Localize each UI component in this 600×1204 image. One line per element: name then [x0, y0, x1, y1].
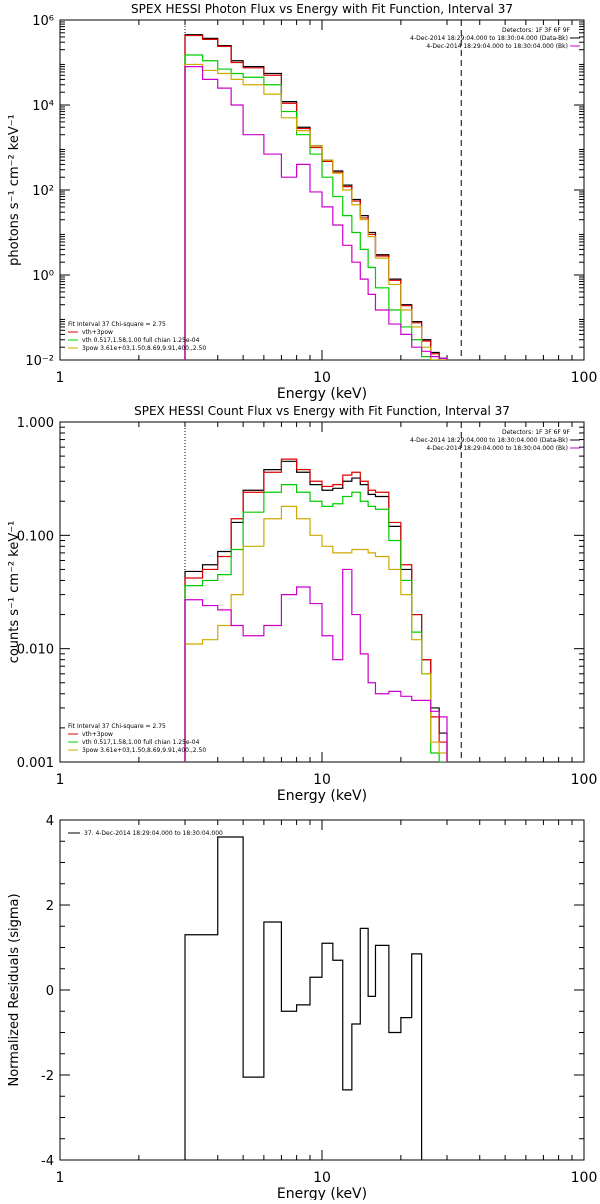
- y-tick-label: 0.001: [17, 756, 54, 771]
- legend-header: Detectors: 1F 3F 6F 9F: [502, 27, 571, 34]
- x-tick-label: 10: [313, 772, 331, 788]
- y-tick-label: 0.010: [17, 643, 54, 658]
- y-axis-label: Normalized Residuals (sigma): [7, 893, 22, 1086]
- x-tick-label: 10: [313, 1170, 331, 1186]
- series-data-bk: [184, 34, 448, 360]
- series-vth-3pow: [184, 458, 448, 762]
- data-layer: [184, 20, 462, 360]
- panel-3: 1 10 100 -4 -2 0 2 4 Energy (keV) Normalized Resi…: [7, 814, 598, 1202]
- fit-legend-label: 3pow 3.61e+03,1.50,8.69,9.91,400.,2.50: [82, 747, 206, 754]
- fit-legend-label: vth 0.517,1.58,1.00 full chian 1.25e-04: [82, 337, 200, 344]
- y-tick-label: 0: [46, 984, 54, 999]
- series-residuals: [184, 836, 423, 1160]
- legend-label: 4-Dec-2014 18:29:04.000 to 18:30:04.000 …: [426, 445, 568, 452]
- x-tick-label: 1: [56, 370, 65, 386]
- legend-label: 4-Dec-2014 18:29:04.000 to 18:30:04.000 …: [426, 43, 568, 50]
- y-tick-label: 10⁰: [32, 269, 54, 284]
- x-axis-label: Energy (keV): [277, 788, 367, 804]
- x-tick-label: 1: [56, 1170, 65, 1186]
- plot-frame: [59, 819, 585, 1161]
- series-bk: [184, 66, 448, 360]
- fit-legend-header: Fit Interval 37 Chi-square = 2.75: [68, 723, 166, 730]
- y-tick-label: 10⁴: [32, 99, 54, 114]
- series-vth-3pow: [184, 34, 448, 360]
- fit-legend-label: vth+3pow: [82, 731, 113, 738]
- legend-label: 37. 4-Dec-2014 18:29:04.000 to 18:30:04.…: [84, 830, 223, 837]
- series-vth: [184, 484, 448, 762]
- y-tick-label: -2: [41, 1069, 54, 1084]
- y-tick-label: 10⁻²: [25, 354, 54, 369]
- y-tick-label: -4: [41, 1154, 54, 1169]
- series-data-bk: [184, 460, 448, 762]
- y-axis-label: counts s⁻¹ cm⁻² keV⁻¹: [7, 521, 22, 664]
- fit-legend-label: vth 0.517,1.58,1.00 full chian 1.25e-04: [82, 739, 200, 746]
- fit-legend-label: 3pow 3.61e+03,1.50,8.69,9.91,400.,2.50: [82, 345, 206, 352]
- legend-header: Detectors: 1F 3F 6F 9F: [502, 429, 571, 436]
- panel-2: SPEX HESSI Count Flux vs Energy with Fit…: [7, 404, 597, 804]
- fit-legend-header: Fit Interval 37 Chi-square = 2.75: [68, 321, 166, 328]
- x-tick-label: 100: [571, 1170, 598, 1186]
- x-axis-label: Energy (keV): [277, 386, 367, 402]
- plot-frame: [59, 19, 585, 361]
- chart-title: SPEX HESSI Photon Flux vs Energy with Fi…: [131, 2, 513, 16]
- y-tick-label: 0.100: [17, 529, 54, 544]
- y-tick-label: 4: [46, 814, 54, 829]
- fit-legend-label: vth+3pow: [82, 329, 113, 336]
- plot-frame: [59, 421, 585, 763]
- y-axis-label: photons s⁻¹ cm⁻² keV⁻¹: [7, 114, 22, 266]
- y-tick-label: 10²: [32, 184, 54, 199]
- legend-label: 4-Dec-2014 18:29:04.000 to 18:30:04.000 …: [410, 437, 568, 444]
- data-layer: [184, 836, 423, 1160]
- x-tick-label: 10: [313, 370, 331, 386]
- panel-1: SPEX HESSI Photon Flux vs Energy with Fi…: [7, 2, 597, 402]
- x-tick-label: 1: [56, 772, 65, 788]
- x-tick-label: 100: [571, 772, 598, 788]
- y-tick-label: 10⁶: [32, 14, 54, 29]
- series-vth: [184, 54, 448, 360]
- legend-label: 4-Dec-2014 18:29:04.000 to 18:30:04.000 …: [410, 35, 568, 42]
- y-tick-label: 2: [46, 899, 54, 914]
- x-tick-label: 100: [571, 370, 598, 386]
- data-layer: [184, 422, 462, 762]
- chart-title: SPEX HESSI Count Flux vs Energy with Fit…: [134, 404, 510, 418]
- y-tick-label: 1.000: [17, 416, 54, 431]
- series-3pow: [184, 505, 448, 762]
- series-bk: [184, 568, 448, 762]
- series-3pow: [184, 63, 448, 360]
- x-axis-label: Energy (keV): [277, 1186, 367, 1200]
